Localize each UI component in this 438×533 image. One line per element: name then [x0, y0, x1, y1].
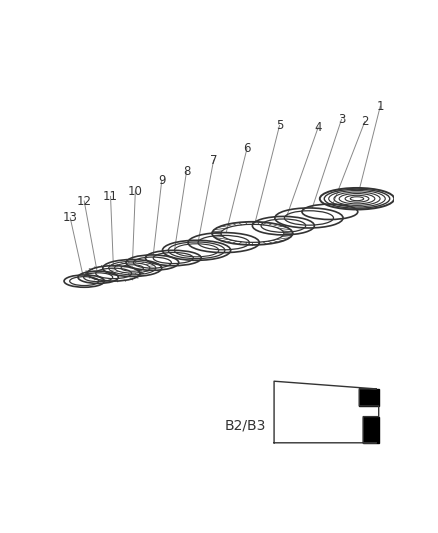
- Text: 7: 7: [210, 154, 217, 167]
- Text: 11: 11: [103, 190, 118, 203]
- Text: 6: 6: [243, 142, 251, 155]
- Text: 4: 4: [314, 120, 322, 134]
- Text: 3: 3: [338, 113, 345, 126]
- Text: 8: 8: [183, 165, 190, 178]
- Text: 10: 10: [128, 184, 143, 198]
- Text: 12: 12: [77, 195, 92, 207]
- Text: B2/B3: B2/B3: [224, 419, 265, 433]
- Polygon shape: [359, 389, 379, 406]
- Text: 1: 1: [377, 100, 384, 113]
- Text: 2: 2: [361, 115, 368, 128]
- Text: 13: 13: [63, 212, 78, 224]
- Text: 5: 5: [276, 119, 283, 132]
- Polygon shape: [363, 417, 379, 443]
- Text: 9: 9: [158, 174, 166, 188]
